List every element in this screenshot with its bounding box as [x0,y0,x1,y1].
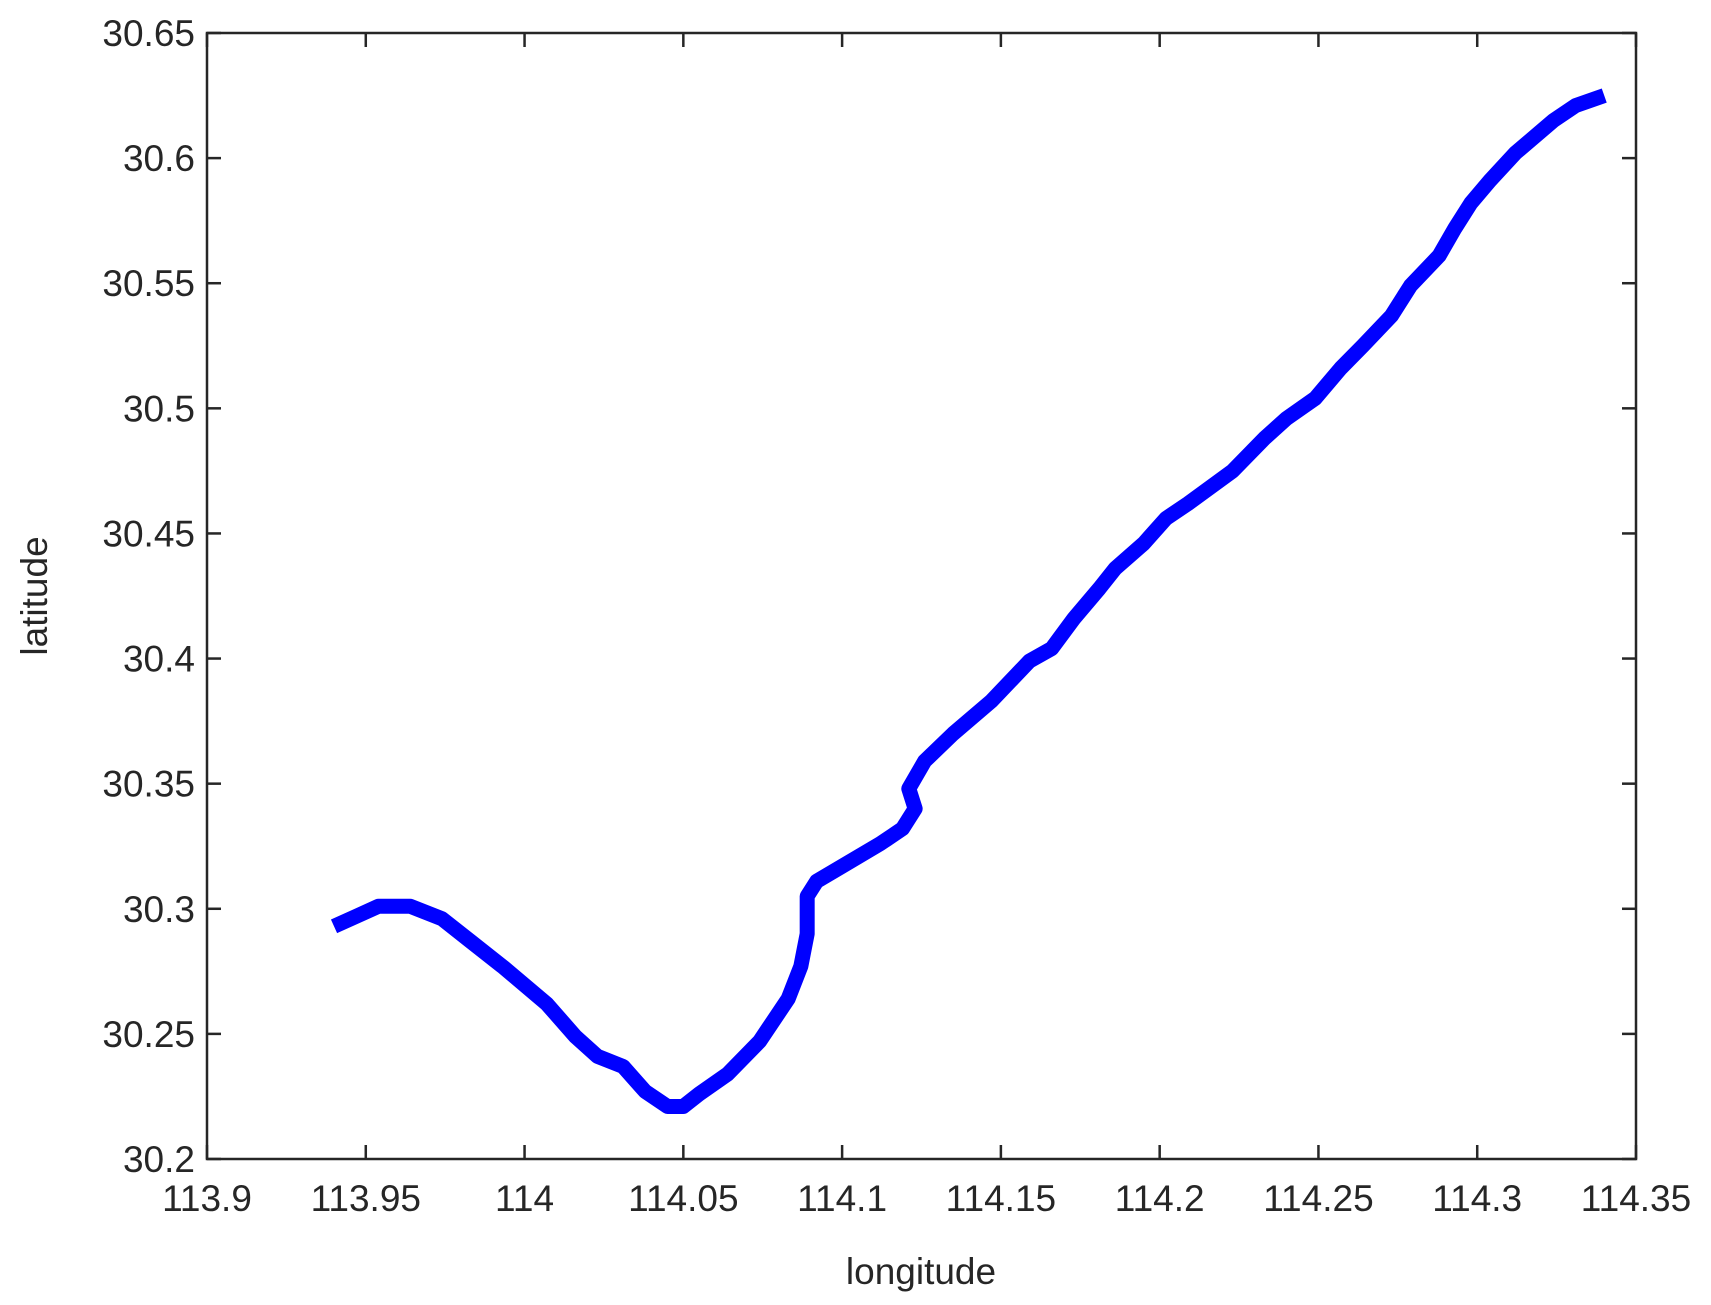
x-tick-label: 114.2 [1115,1178,1205,1219]
y-tick-label: 30.65 [102,13,195,54]
plot-frame [205,31,1638,1161]
x-tick-label: 114.3 [1432,1178,1522,1219]
y-tick-label: 30.6 [123,138,195,179]
x-tick-label: 114.05 [628,1178,738,1219]
x-tick-label: 114.35 [1581,1178,1691,1219]
y-tick-label: 30.4 [123,639,195,680]
y-tick-label: 30.25 [102,1014,195,1055]
y-tick-label: 30.3 [123,889,195,930]
x-tick-label: 114.25 [1263,1178,1373,1219]
x-tick-label: 114.15 [946,1178,1056,1219]
data-line [330,88,1607,1114]
x-axis-label: longitude [846,1251,996,1292]
y-axis-label: latitude [14,536,55,655]
x-tick-label: 113.9 [162,1178,252,1219]
y-tick-label: 30.45 [102,513,195,554]
y-tick-label: 30.35 [102,764,195,805]
x-tick-label: 114 [495,1178,554,1219]
x-tick-label: 113.95 [311,1178,421,1219]
y-tick-label: 30.55 [102,263,195,304]
y-tick-label: 30.2 [123,1139,195,1180]
x-tick-label: 114.1 [797,1178,887,1219]
y-tick-label: 30.5 [123,388,195,429]
